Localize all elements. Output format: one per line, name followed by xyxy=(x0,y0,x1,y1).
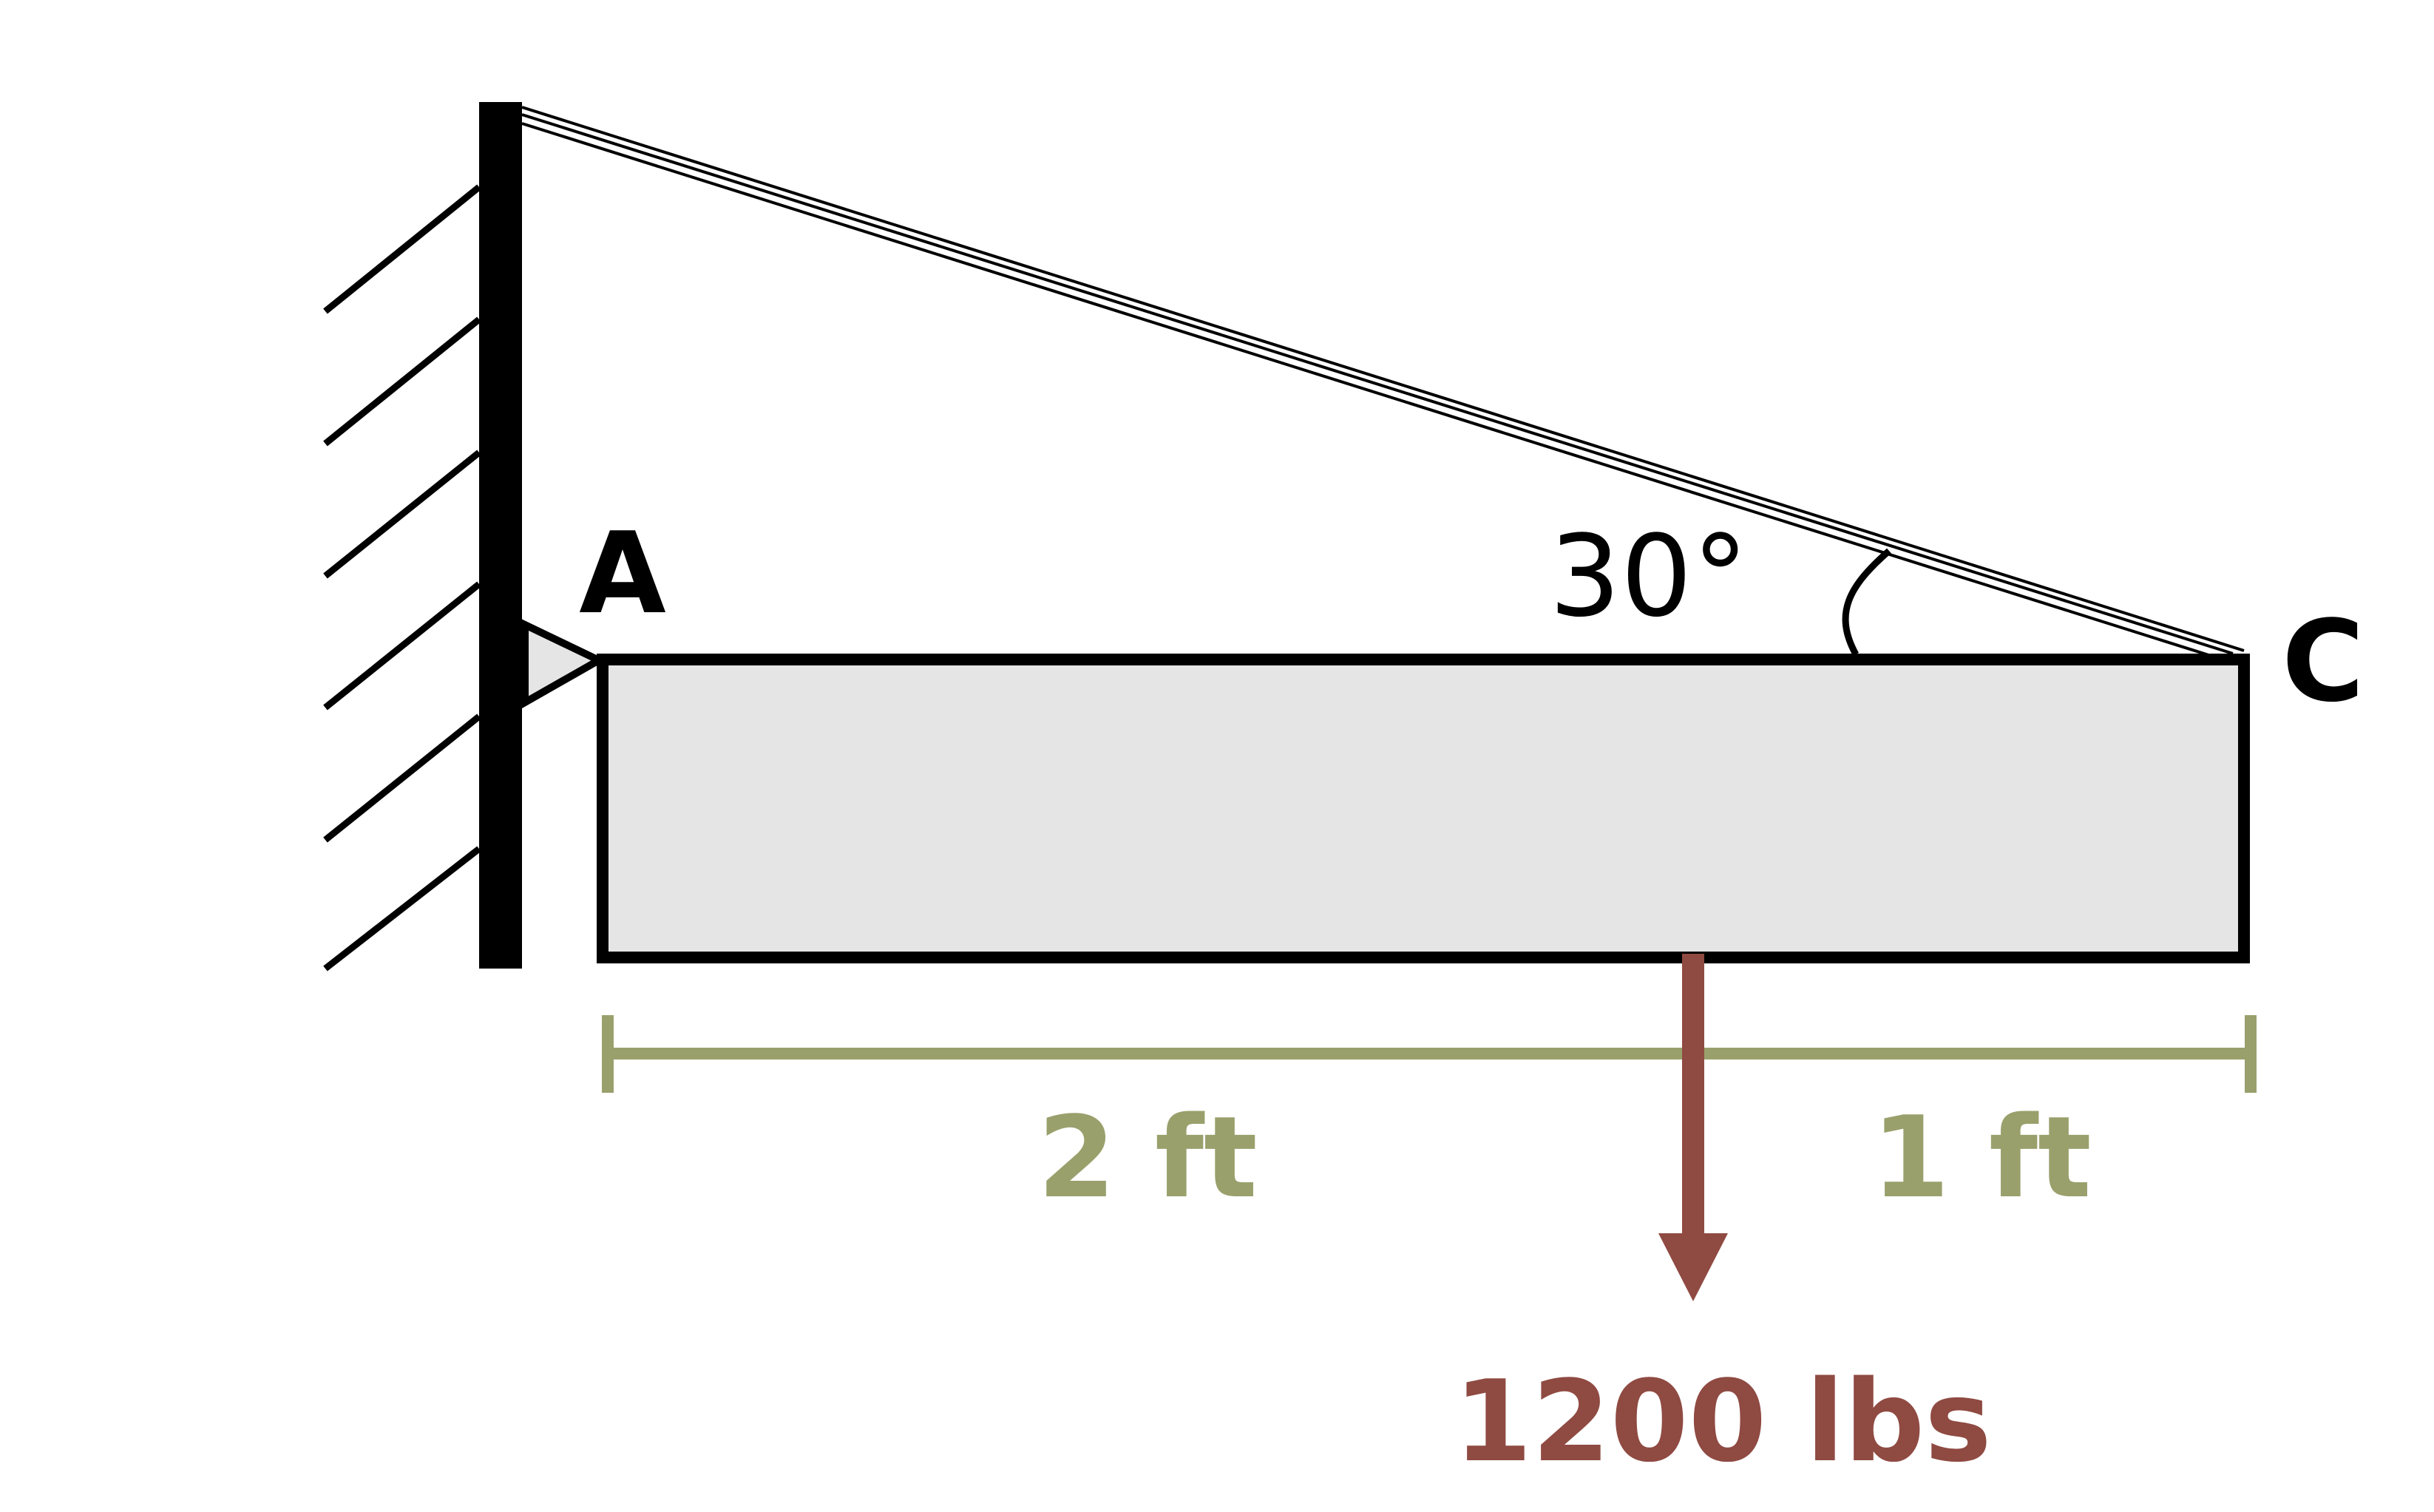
label-dim-left: 2 ft xyxy=(1037,1092,1257,1223)
hatch-line xyxy=(323,316,481,447)
hatch-line xyxy=(323,450,481,579)
wall xyxy=(323,102,522,972)
label-load: 1200 lbs xyxy=(1454,1356,1991,1487)
wall-hatching xyxy=(323,184,481,972)
pin-support-icon xyxy=(521,619,607,709)
label-angle: 30° xyxy=(1549,511,1748,642)
label-c: C xyxy=(2282,596,2364,727)
label-a: A xyxy=(579,508,666,639)
angle-arc xyxy=(1842,548,1891,657)
load-arrow-icon xyxy=(1658,954,1728,1301)
beam xyxy=(597,654,2250,963)
wall-post xyxy=(479,102,522,969)
label-dim-right: 1 ft xyxy=(1871,1092,2091,1223)
dimension-line xyxy=(602,1015,2257,1093)
hatch-line xyxy=(323,184,481,314)
load-arrow-head xyxy=(1658,1233,1728,1301)
cable-line-upper xyxy=(521,106,2245,652)
hatch-line xyxy=(323,713,481,843)
cable-line-lower xyxy=(521,122,2219,660)
hatch-line xyxy=(323,846,481,972)
load-arrow-shaft xyxy=(1682,954,1704,1238)
hatch-line xyxy=(323,581,481,711)
cable xyxy=(521,106,2245,660)
cable-line-middle xyxy=(521,113,2234,655)
